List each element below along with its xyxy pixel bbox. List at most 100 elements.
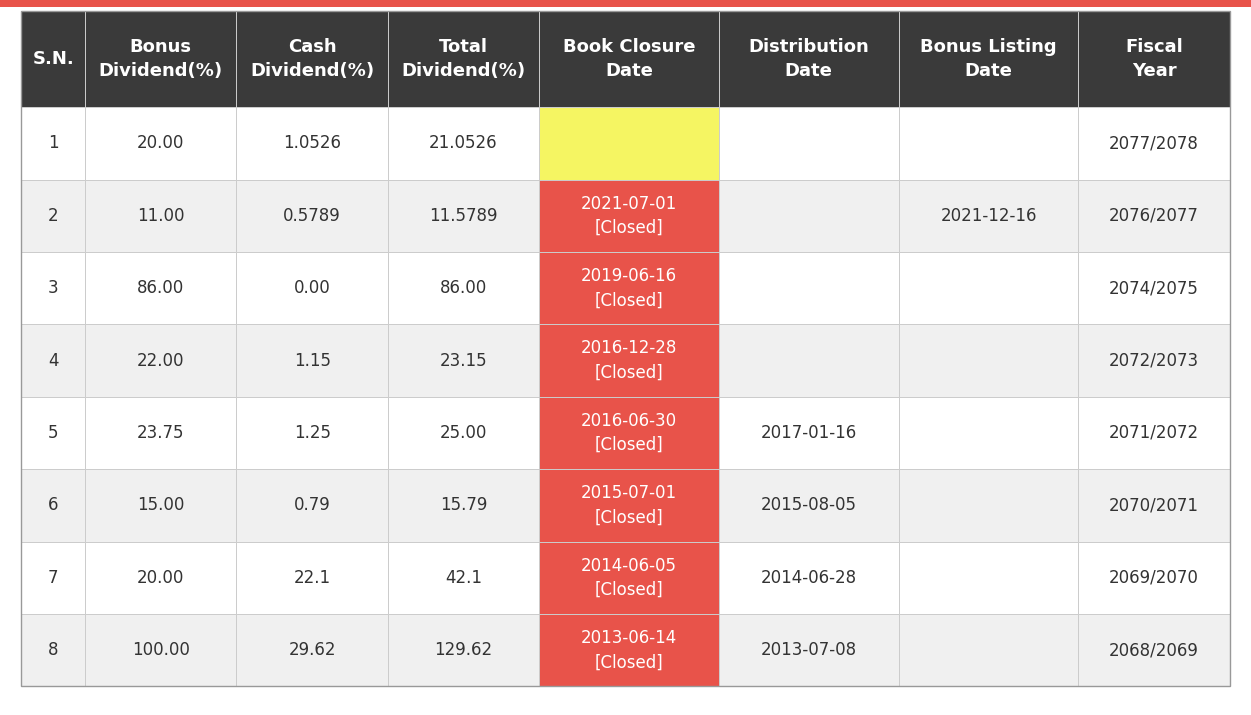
- Text: 2015-08-05: 2015-08-05: [761, 496, 857, 514]
- Text: 2016-06-30
[Closed]: 2016-06-30 [Closed]: [580, 412, 677, 454]
- Bar: [236, 252, 388, 325]
- Text: 23.15: 23.15: [439, 352, 488, 370]
- Text: 11.00: 11.00: [138, 207, 185, 225]
- Bar: [388, 397, 539, 469]
- Text: 2016-12-28
[Closed]: 2016-12-28 [Closed]: [580, 340, 677, 382]
- Bar: [236, 541, 388, 614]
- Text: 42.1: 42.1: [445, 568, 482, 587]
- Bar: [236, 179, 388, 252]
- Bar: [85, 179, 236, 252]
- Bar: [236, 614, 388, 686]
- Text: 2070/2071: 2070/2071: [1110, 496, 1198, 514]
- Text: 0.79: 0.79: [294, 496, 330, 514]
- Bar: [388, 252, 539, 325]
- Text: Total
Dividend(%): Total Dividend(%): [402, 38, 525, 80]
- Text: 1.0526: 1.0526: [283, 134, 342, 152]
- Bar: [1078, 614, 1230, 686]
- Text: 15.00: 15.00: [138, 496, 184, 514]
- Bar: [21, 107, 85, 179]
- Text: 2: 2: [48, 207, 59, 225]
- Text: 2071/2072: 2071/2072: [1108, 424, 1200, 442]
- Bar: [719, 325, 898, 397]
- Bar: [719, 107, 898, 179]
- Bar: [898, 614, 1078, 686]
- Bar: [719, 252, 898, 325]
- Bar: [236, 469, 388, 541]
- Text: 100.00: 100.00: [131, 641, 190, 659]
- Text: 25.00: 25.00: [440, 424, 487, 442]
- Bar: [719, 541, 898, 614]
- Text: 20.00: 20.00: [138, 134, 184, 152]
- Bar: [21, 541, 85, 614]
- Text: 1: 1: [48, 134, 59, 152]
- Bar: [21, 325, 85, 397]
- Bar: [898, 469, 1078, 541]
- Text: 129.62: 129.62: [434, 641, 493, 659]
- Text: 5: 5: [48, 424, 59, 442]
- Bar: [719, 397, 898, 469]
- Bar: [21, 397, 85, 469]
- Text: 3: 3: [48, 279, 59, 297]
- Bar: [719, 614, 898, 686]
- Bar: [1078, 252, 1230, 325]
- Bar: [21, 614, 85, 686]
- Text: S.N.: S.N.: [33, 50, 74, 68]
- Bar: [898, 11, 1078, 107]
- Text: 2014-06-28: 2014-06-28: [761, 568, 857, 587]
- Text: Fiscal
Year: Fiscal Year: [1125, 38, 1183, 80]
- Bar: [388, 469, 539, 541]
- Text: 0.00: 0.00: [294, 279, 330, 297]
- Bar: [1078, 325, 1230, 397]
- Bar: [898, 397, 1078, 469]
- Bar: [539, 469, 719, 541]
- Bar: [539, 325, 719, 397]
- Bar: [719, 469, 898, 541]
- Bar: [0, 0, 1251, 7]
- Bar: [236, 107, 388, 179]
- Text: 15.79: 15.79: [440, 496, 487, 514]
- Bar: [1078, 541, 1230, 614]
- Bar: [236, 11, 388, 107]
- Bar: [1078, 179, 1230, 252]
- Bar: [719, 179, 898, 252]
- Bar: [85, 11, 236, 107]
- Text: 20.00: 20.00: [138, 568, 184, 587]
- Bar: [1078, 397, 1230, 469]
- Bar: [85, 397, 236, 469]
- Bar: [85, 107, 236, 179]
- Bar: [21, 469, 85, 541]
- Text: 8: 8: [48, 641, 59, 659]
- Bar: [85, 469, 236, 541]
- Bar: [236, 397, 388, 469]
- Bar: [236, 325, 388, 397]
- Text: 21.0526: 21.0526: [429, 134, 498, 152]
- Bar: [539, 614, 719, 686]
- Text: 0.5789: 0.5789: [283, 207, 342, 225]
- Text: 2015-07-01
[Closed]: 2015-07-01 [Closed]: [580, 484, 677, 526]
- Bar: [898, 541, 1078, 614]
- Text: 1.25: 1.25: [294, 424, 330, 442]
- Bar: [85, 252, 236, 325]
- Bar: [388, 614, 539, 686]
- Bar: [388, 179, 539, 252]
- Text: 2021-12-16: 2021-12-16: [941, 207, 1037, 225]
- Bar: [388, 107, 539, 179]
- Bar: [21, 252, 85, 325]
- Bar: [388, 325, 539, 397]
- Bar: [539, 11, 719, 107]
- Text: 4: 4: [48, 352, 59, 370]
- Bar: [719, 11, 898, 107]
- Text: Bonus Listing
Date: Bonus Listing Date: [921, 38, 1057, 80]
- Bar: [388, 541, 539, 614]
- Text: 2072/2073: 2072/2073: [1108, 352, 1200, 370]
- Text: Cash
Dividend(%): Cash Dividend(%): [250, 38, 374, 80]
- Bar: [1078, 107, 1230, 179]
- Bar: [539, 179, 719, 252]
- Text: 2017-01-16: 2017-01-16: [761, 424, 857, 442]
- Text: 2076/2077: 2076/2077: [1110, 207, 1198, 225]
- Text: 2068/2069: 2068/2069: [1110, 641, 1198, 659]
- Text: 23.75: 23.75: [138, 424, 185, 442]
- Bar: [21, 11, 85, 107]
- Bar: [539, 397, 719, 469]
- Bar: [388, 11, 539, 107]
